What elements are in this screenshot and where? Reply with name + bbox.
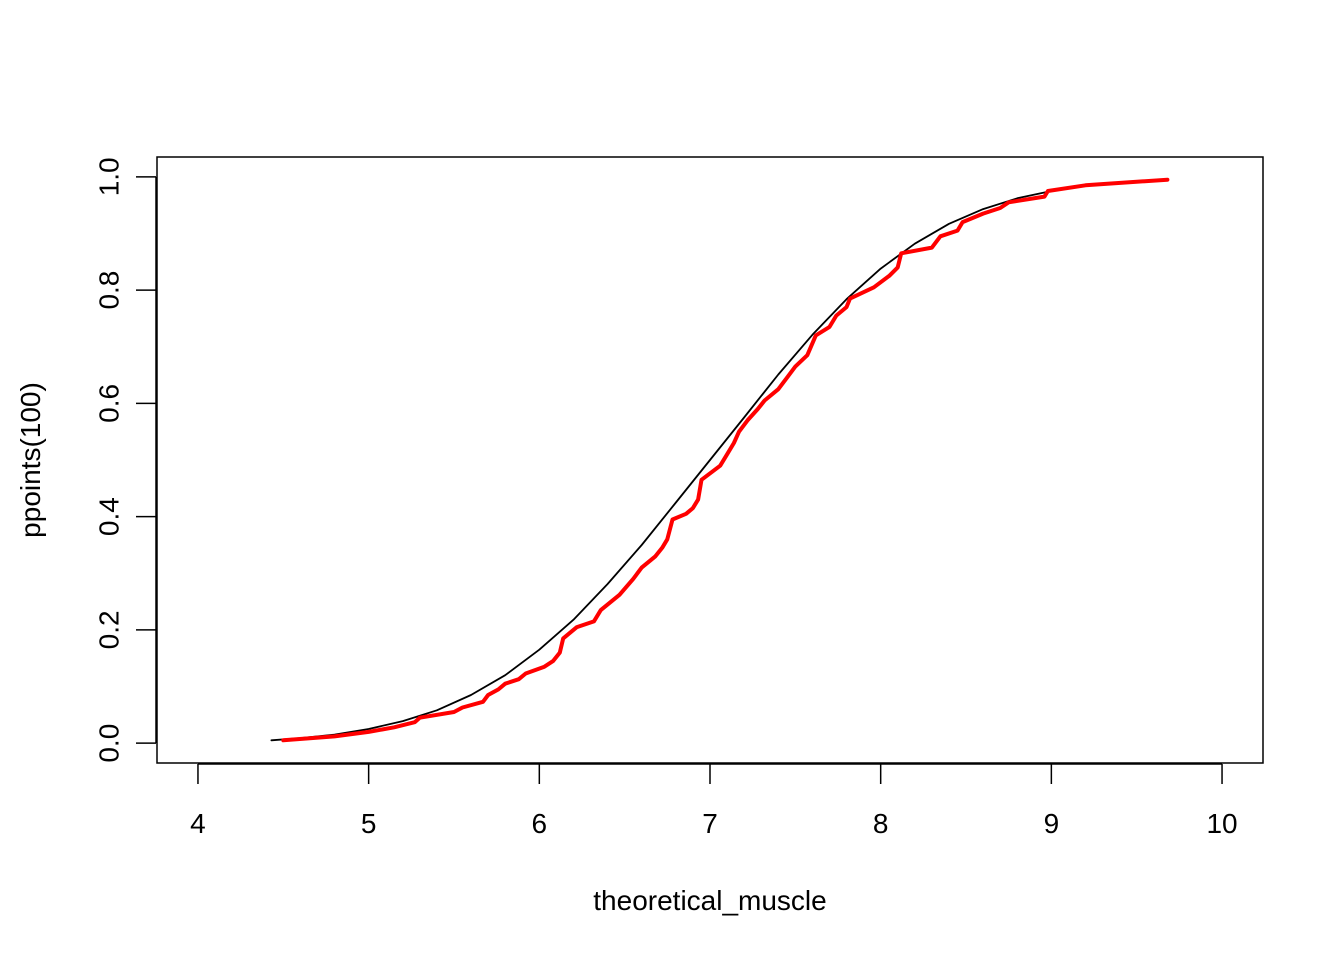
x-tick-label: 6 (532, 808, 548, 839)
theoretical-cdf-line (270, 178, 1169, 742)
y-tick-label: 1.0 (94, 157, 125, 196)
y-tick-label: 0.8 (94, 271, 125, 310)
y-tick-label: 0.2 (94, 610, 125, 649)
x-tick-label: 9 (1044, 808, 1060, 839)
y-tick-label: 0.6 (94, 384, 125, 423)
x-tick-label: 10 (1206, 808, 1237, 839)
y-axis-title: ppoints(100) (15, 382, 46, 538)
x-tick-label: 4 (190, 808, 206, 839)
y-axis: 0.0 0.2 0.4 0.6 0.8 1.0 (94, 157, 157, 763)
x-axis: 4 5 6 7 8 9 10 (190, 763, 1238, 839)
y-tick-label: 0.0 (94, 724, 125, 763)
x-tick-label: 8 (873, 808, 889, 839)
x-axis-title: theoretical_muscle (593, 885, 826, 916)
plot-frame (156, 156, 1264, 764)
empirical-cdf-line (281, 177, 1170, 743)
series-layer (270, 177, 1170, 743)
x-tick-label: 5 (361, 808, 377, 839)
y-tick-label: 0.4 (94, 497, 125, 536)
x-tick-label: 7 (702, 808, 718, 839)
